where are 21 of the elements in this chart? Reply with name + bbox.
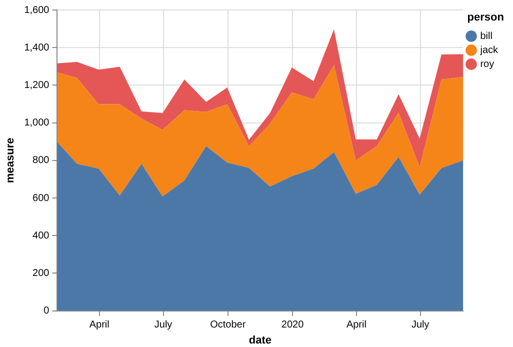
y-tick-label: 200 [32, 268, 50, 279]
y-tick-label: 800 [32, 155, 50, 166]
y-tick-label: 1,200 [24, 80, 50, 91]
x-tick-label: October [210, 320, 246, 331]
y-tick-label: 400 [32, 230, 50, 242]
x-tick-label: July [411, 320, 430, 331]
x-tick-label: April [89, 320, 110, 331]
legend-title: person [467, 12, 504, 24]
y-tick-label: 1,000 [24, 118, 50, 129]
legend-label: bill [480, 30, 492, 42]
legend-label: jack [479, 44, 499, 56]
x-axis-title: date [248, 334, 272, 346]
y-tick-label: 1,400 [24, 42, 50, 54]
y-tick-label: 600 [32, 192, 50, 204]
x-tick-label: 2020 [281, 320, 304, 331]
x-tick-label: July [154, 320, 172, 331]
x-tick-label: April [346, 320, 366, 331]
y-axis-title: measure [4, 138, 17, 184]
y-tick-label: 0 [44, 306, 50, 317]
y-tick-label: 1,600 [24, 4, 50, 16]
legend-label: roy [480, 58, 494, 70]
